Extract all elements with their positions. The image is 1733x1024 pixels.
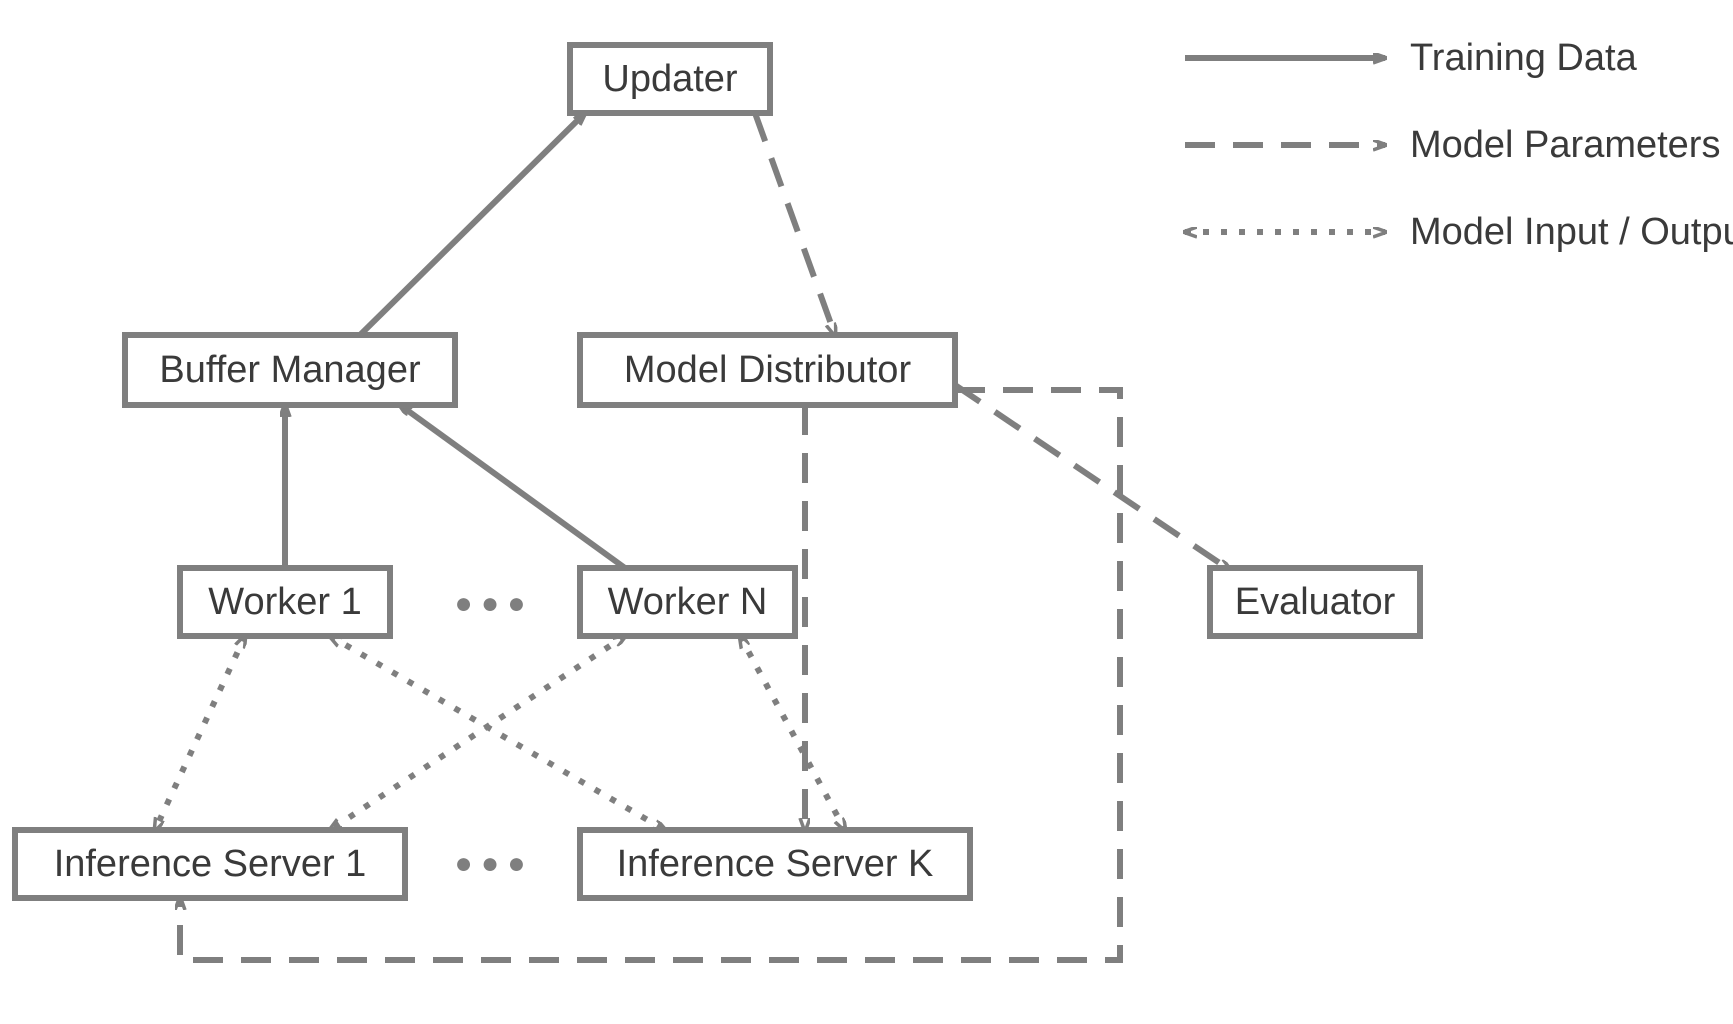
node-model_distributor: Model Distributor	[580, 335, 955, 405]
legend-label-2: Model Input / Output	[1410, 211, 1733, 253]
edge-distributor-to-evaluator	[955, 385, 1230, 570]
node-buffer_manager: Buffer Manager	[125, 335, 455, 405]
edge-updater-to-distributor	[755, 113, 835, 335]
ellipsis-workers: ● ● ●	[454, 587, 525, 620]
node-label-buffer_manager: Buffer Manager	[159, 349, 421, 391]
node-label-workerN: Worker N	[608, 581, 768, 623]
edge-buffer-to-updater	[360, 113, 585, 335]
edge-workerN-to-inf1	[330, 636, 625, 830]
node-infK: Inference Server K	[580, 830, 970, 898]
node-label-evaluator: Evaluator	[1235, 581, 1396, 623]
legend-label-1: Model Parameters	[1410, 124, 1720, 166]
node-label-worker1: Worker 1	[208, 581, 361, 623]
ellipsis-servers: ● ● ●	[454, 847, 525, 880]
node-workerN: Worker N	[580, 568, 795, 636]
node-label-inf1: Inference Server 1	[54, 843, 367, 885]
node-label-model_distributor: Model Distributor	[624, 349, 912, 391]
legend-label-0: Training Data	[1410, 37, 1638, 79]
node-updater: Updater	[570, 45, 770, 113]
architecture-diagram: Updater Buffer Manager Model Distributor Wo…	[0, 0, 1733, 1024]
edge-workerN-to-infK	[740, 636, 845, 830]
node-worker1: Worker 1	[180, 568, 390, 636]
node-label-infK: Inference Server K	[617, 843, 934, 885]
edge-workerN-to-buffer	[400, 405, 625, 568]
edge-worker1-to-inf1	[155, 636, 245, 830]
node-label-updater: Updater	[602, 58, 738, 100]
edge-worker1-to-infK	[330, 636, 665, 830]
node-evaluator: Evaluator	[1210, 568, 1420, 636]
node-inf1: Inference Server 1	[15, 830, 405, 898]
